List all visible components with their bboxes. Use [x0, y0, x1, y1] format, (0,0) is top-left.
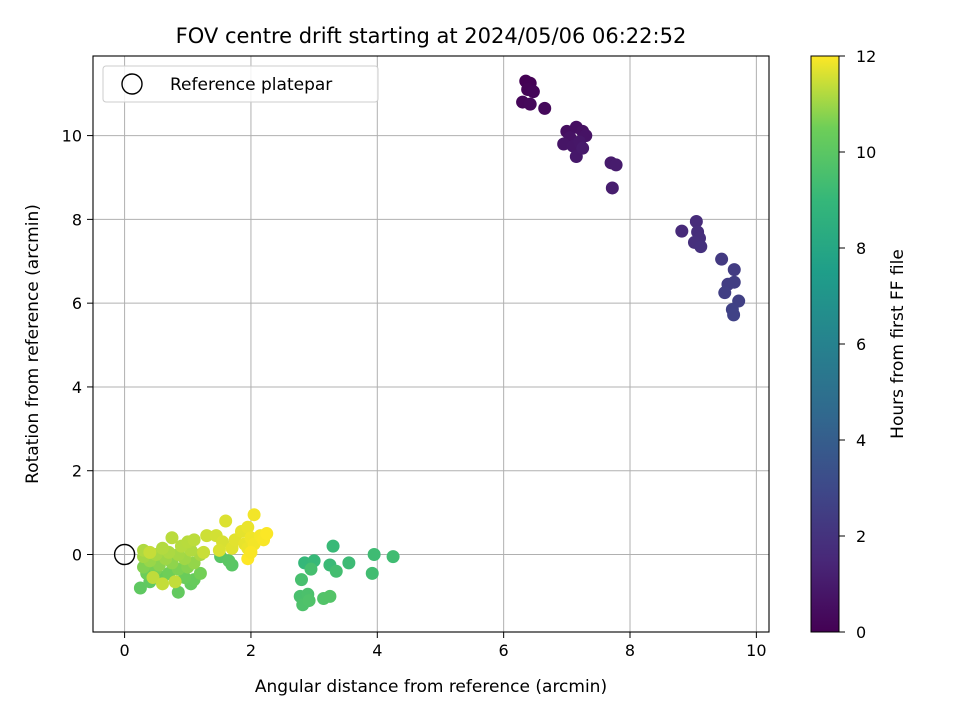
data-point — [155, 541, 169, 555]
data-point — [694, 240, 708, 254]
x-tick-label: 2 — [246, 641, 256, 660]
data-point — [143, 545, 157, 559]
data-point — [241, 520, 255, 534]
y-tick-label: 6 — [72, 294, 82, 313]
data-point — [212, 543, 226, 557]
legend-reference-marker — [121, 73, 143, 95]
axis-ticks: 0 2 4 6 8 10 0 2 4 6 8 10 — [62, 127, 767, 660]
legend-box — [102, 65, 379, 103]
colorbar-tick-label: 0 — [856, 623, 866, 642]
data-point — [365, 566, 379, 580]
data-point — [302, 594, 316, 608]
colorbar: 0 2 4 6 8 10 12 Hours from first FF file — [810, 47, 908, 642]
colorbar-tick-label: 6 — [856, 335, 866, 354]
data-point — [323, 589, 337, 603]
data-point — [367, 548, 381, 562]
data-point — [133, 581, 147, 595]
data-point — [526, 85, 540, 99]
data-point — [605, 181, 619, 195]
x-tick-label: 6 — [499, 641, 509, 660]
data-point — [675, 224, 689, 238]
data-point — [727, 263, 741, 277]
data-point — [329, 564, 343, 578]
data-point — [187, 533, 201, 547]
data-point — [171, 585, 185, 599]
data-point — [165, 531, 179, 545]
data-point — [247, 508, 261, 522]
y-axis-label: Rotation from reference (arcmin) — [23, 204, 43, 484]
x-tick-label: 8 — [625, 641, 635, 660]
data-point — [168, 575, 182, 589]
chart-title: FOV centre drift starting at 2024/05/06 … — [176, 24, 687, 48]
data-point — [576, 141, 590, 155]
data-point — [326, 539, 340, 553]
data-point — [244, 545, 258, 559]
data-point — [727, 275, 741, 289]
data-point — [727, 308, 741, 322]
y-tick-label: 10 — [62, 127, 82, 146]
data-point — [260, 527, 274, 541]
data-point — [200, 529, 214, 543]
data-point — [538, 101, 552, 115]
colorbar-tick-label: 10 — [856, 143, 876, 162]
data-point — [342, 556, 356, 570]
data-point — [386, 550, 400, 564]
colorbar-tick-label: 12 — [856, 47, 876, 66]
data-point — [197, 545, 211, 559]
reference-marker-group — [113, 543, 136, 566]
legend: Reference platepar — [102, 65, 379, 103]
y-tick-label: 4 — [72, 378, 82, 397]
data-point — [219, 514, 233, 528]
data-point — [609, 158, 623, 172]
reference-platepar-marker — [113, 543, 136, 566]
colorbar-tick-label: 2 — [856, 527, 866, 546]
x-tick-label: 10 — [746, 641, 766, 660]
data-point — [304, 562, 318, 576]
data-point — [155, 577, 169, 591]
x-tick-label: 0 — [119, 641, 129, 660]
x-tick-label: 4 — [372, 641, 382, 660]
data-point — [193, 566, 207, 580]
y-tick-label: 8 — [72, 210, 82, 229]
data-point — [715, 252, 729, 266]
x-axis-label: Angular distance from reference (arcmin) — [255, 677, 607, 697]
y-tick-label: 0 — [72, 546, 82, 565]
data-point — [146, 571, 160, 585]
colorbar-gradient — [810, 55, 840, 633]
y-tick-label: 2 — [72, 462, 82, 481]
colorbar-tick-label: 8 — [856, 239, 866, 258]
data-point — [718, 286, 732, 300]
data-point — [523, 97, 537, 111]
data-point — [222, 554, 236, 568]
colorbar-tick-label: 4 — [856, 431, 866, 450]
data-points — [133, 74, 746, 612]
data-point — [689, 214, 703, 228]
data-point — [294, 573, 308, 587]
plot-frame — [92, 55, 770, 633]
legend-entry-reference-platepar: Reference platepar — [170, 75, 332, 95]
colorbar-label: Hours from first FF file — [888, 249, 908, 439]
colorbar-ticks: 0 2 4 6 8 10 12 — [839, 47, 876, 642]
